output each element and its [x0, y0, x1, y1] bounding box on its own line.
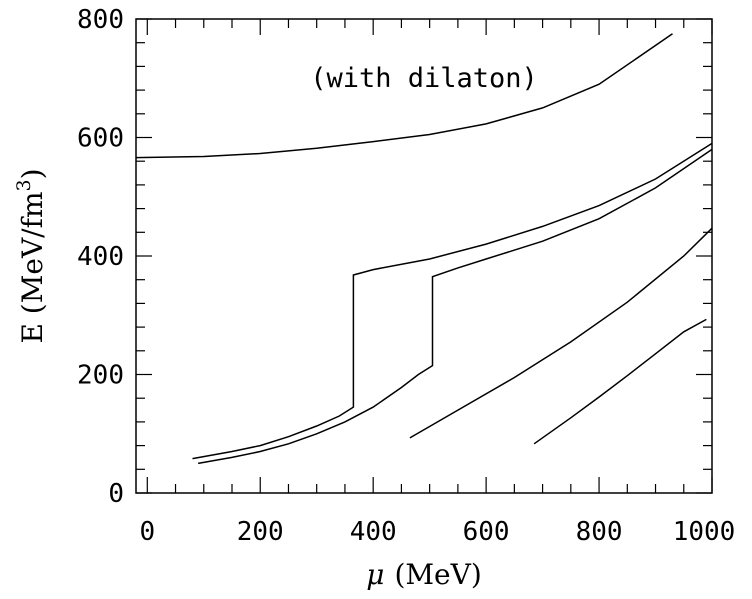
series-line-4 [409, 227, 713, 439]
y-axis-label-main: E (MeV/fm [16, 191, 49, 343]
series-line-3 [197, 148, 713, 465]
y-tick-label: 600 [77, 124, 124, 154]
y-axis-label: E (MeV/fm3) [13, 168, 49, 343]
y-tick-label: 0 [108, 479, 124, 509]
x-tick-label: 200 [237, 517, 284, 547]
series-line-5 [533, 318, 707, 445]
y-tick-label: 200 [77, 361, 124, 391]
y-tick-label: 800 [77, 5, 124, 35]
annotation-with-dilaton: (with dilaton) [310, 63, 538, 94]
x-axis-label: μ (MeV) [366, 558, 482, 591]
plot-frame [135, 18, 713, 494]
y-axis-label-exponent: 3 [13, 179, 35, 191]
x-tick-label: 600 [463, 517, 510, 547]
y-tick-labels: 0 200 400 600 800 [77, 5, 124, 509]
y-tick-label: 400 [77, 242, 124, 272]
x-axis-symbol: μ [366, 558, 384, 591]
x-tick-label: 400 [350, 517, 397, 547]
y-axis-label-close: ) [16, 168, 49, 179]
series-line-1 [135, 33, 673, 159]
x-tick-label: 0 [139, 517, 155, 547]
x-tick-label: 1000 [673, 517, 736, 547]
series-group [135, 33, 713, 465]
x-axis-unit: (MeV) [394, 558, 481, 591]
x-tick-labels: 0 200 400 600 800 1000 [139, 517, 735, 547]
x-tick-label: 800 [576, 517, 623, 547]
series-line-2 [192, 142, 713, 460]
